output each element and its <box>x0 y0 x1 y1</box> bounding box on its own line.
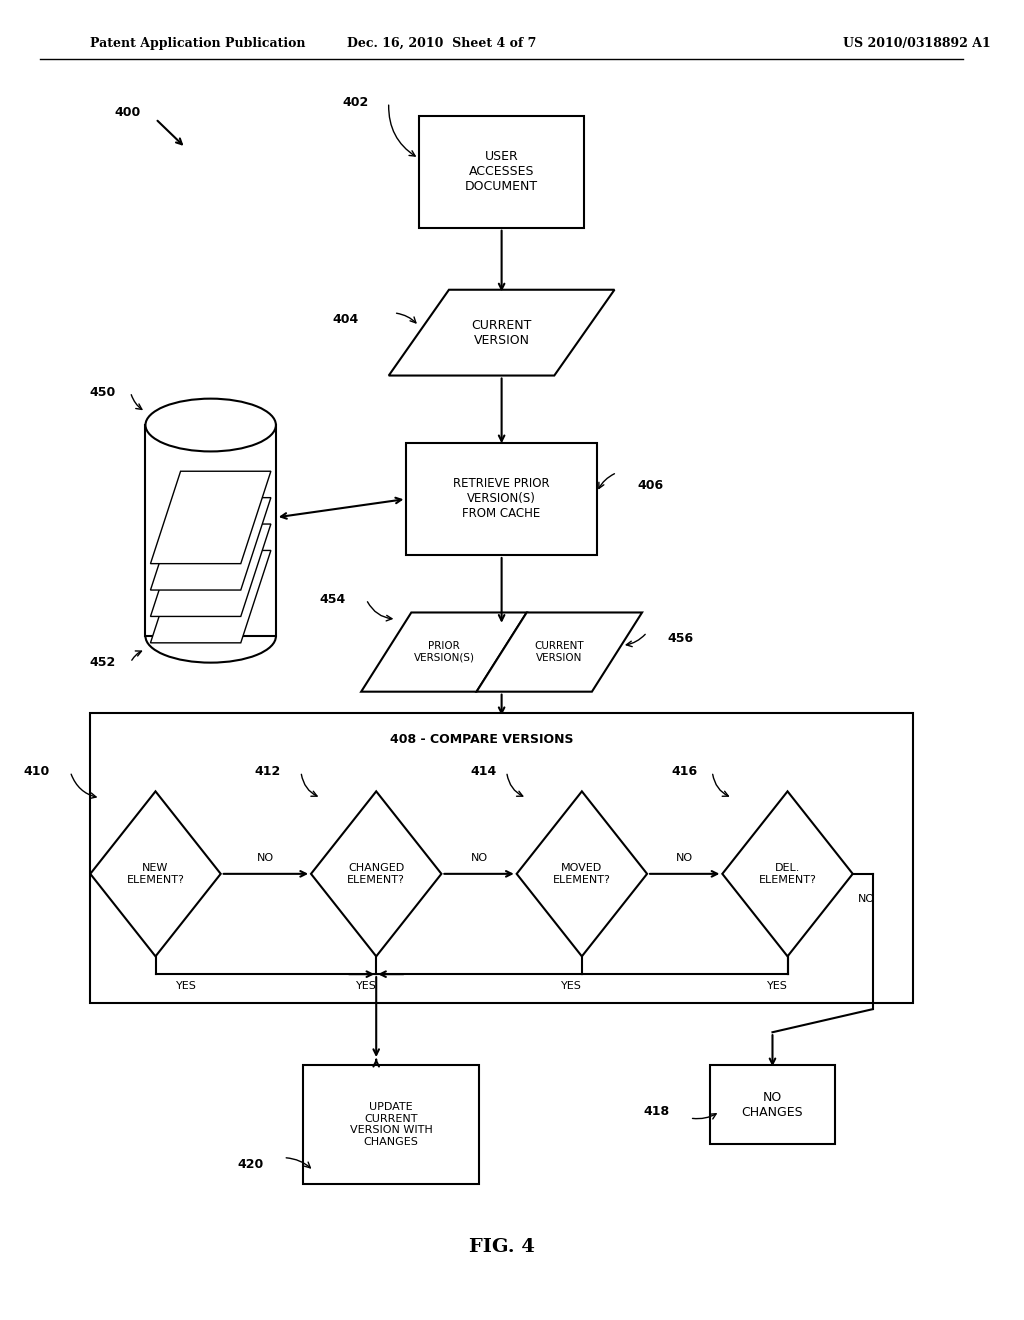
Text: YES: YES <box>175 981 197 991</box>
Text: NO: NO <box>676 853 693 863</box>
Text: NEW
ELEMENT?: NEW ELEMENT? <box>127 863 184 884</box>
Text: MOVED
ELEMENT?: MOVED ELEMENT? <box>553 863 610 884</box>
FancyBboxPatch shape <box>407 444 597 554</box>
Text: Dec. 16, 2010  Sheet 4 of 7: Dec. 16, 2010 Sheet 4 of 7 <box>347 37 537 50</box>
Text: 404: 404 <box>333 313 358 326</box>
FancyBboxPatch shape <box>90 713 913 1003</box>
Text: 416: 416 <box>671 766 697 777</box>
Text: NO: NO <box>257 853 274 863</box>
Polygon shape <box>151 524 271 616</box>
Polygon shape <box>151 471 271 564</box>
Text: PRIOR
VERSION: PRIOR VERSION <box>184 540 227 561</box>
Polygon shape <box>90 791 221 956</box>
Text: FIG. 4: FIG. 4 <box>469 1238 535 1257</box>
Text: PRIOR
VERSION(S): PRIOR VERSION(S) <box>414 642 474 663</box>
FancyBboxPatch shape <box>419 116 585 227</box>
Text: 454: 454 <box>319 593 346 606</box>
Polygon shape <box>361 612 526 692</box>
Polygon shape <box>476 612 642 692</box>
Text: 402: 402 <box>342 96 369 110</box>
FancyBboxPatch shape <box>145 425 275 636</box>
Text: NO: NO <box>858 894 874 904</box>
Text: 452: 452 <box>89 656 116 669</box>
Text: UPDATE
CURRENT
VERSION WITH
CHANGES: UPDATE CURRENT VERSION WITH CHANGES <box>350 1102 432 1147</box>
Text: NO
CHANGES: NO CHANGES <box>741 1090 803 1119</box>
Text: Patent Application Publication: Patent Application Publication <box>90 37 306 50</box>
Text: YES: YES <box>561 981 583 991</box>
Ellipse shape <box>145 399 275 451</box>
Text: RETRIEVE PRIOR
VERSION(S)
FROM CACHE: RETRIEVE PRIOR VERSION(S) FROM CACHE <box>454 478 550 520</box>
Text: 418: 418 <box>643 1105 670 1118</box>
Polygon shape <box>722 791 853 956</box>
Text: 456: 456 <box>668 632 693 645</box>
Text: 406: 406 <box>637 479 664 492</box>
Text: 420: 420 <box>238 1158 263 1171</box>
Text: 408 - COMPARE VERSIONS: 408 - COMPARE VERSIONS <box>390 733 573 746</box>
Text: YES: YES <box>767 981 787 991</box>
Polygon shape <box>151 498 271 590</box>
FancyBboxPatch shape <box>303 1065 479 1184</box>
Polygon shape <box>389 290 614 375</box>
Text: CURRENT
VERSION: CURRENT VERSION <box>471 318 531 347</box>
Text: US 2010/0318892 A1: US 2010/0318892 A1 <box>843 37 990 50</box>
Text: DEL.
ELEMENT?: DEL. ELEMENT? <box>759 863 816 884</box>
Text: USER
ACCESSES
DOCUMENT: USER ACCESSES DOCUMENT <box>465 150 539 193</box>
Polygon shape <box>151 550 271 643</box>
Text: CHANGED
ELEMENT?: CHANGED ELEMENT? <box>347 863 406 884</box>
Text: YES: YES <box>355 981 377 991</box>
Text: 414: 414 <box>470 766 497 777</box>
Text: 400: 400 <box>115 106 140 119</box>
Polygon shape <box>517 791 647 956</box>
Polygon shape <box>311 791 441 956</box>
FancyBboxPatch shape <box>710 1065 836 1144</box>
Text: CURRENT
VERSION: CURRENT VERSION <box>535 642 584 663</box>
Text: NO: NO <box>470 853 487 863</box>
Text: 412: 412 <box>255 766 281 777</box>
Text: 410: 410 <box>24 766 50 777</box>
Text: 450: 450 <box>89 385 116 399</box>
